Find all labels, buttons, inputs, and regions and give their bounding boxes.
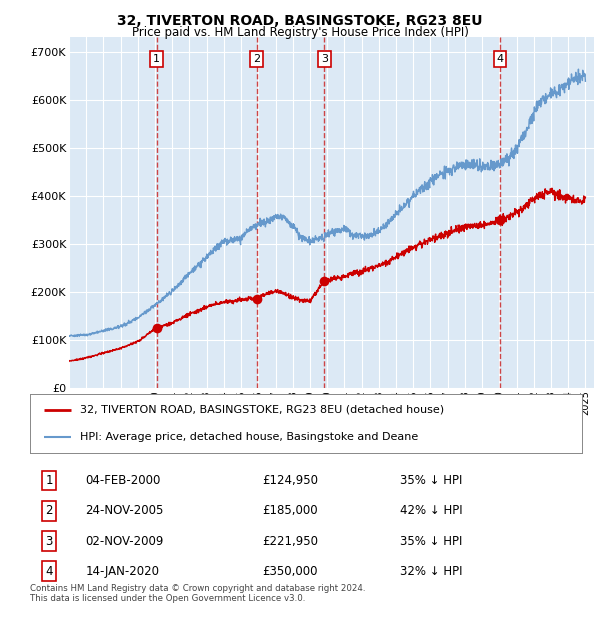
- Text: 14-JAN-2020: 14-JAN-2020: [85, 565, 159, 578]
- Text: 2: 2: [253, 54, 260, 64]
- Text: HPI: Average price, detached house, Basingstoke and Deane: HPI: Average price, detached house, Basi…: [80, 432, 418, 441]
- Text: Contains HM Land Registry data © Crown copyright and database right 2024.
This d: Contains HM Land Registry data © Crown c…: [30, 584, 365, 603]
- Text: 32, TIVERTON ROAD, BASINGSTOKE, RG23 8EU (detached house): 32, TIVERTON ROAD, BASINGSTOKE, RG23 8EU…: [80, 405, 444, 415]
- Text: £124,950: £124,950: [262, 474, 318, 487]
- Text: £350,000: £350,000: [262, 565, 317, 578]
- Text: 04-FEB-2000: 04-FEB-2000: [85, 474, 161, 487]
- Text: 2: 2: [46, 504, 53, 517]
- Text: 4: 4: [46, 565, 53, 578]
- Text: 3: 3: [321, 54, 328, 64]
- Text: 3: 3: [46, 534, 53, 547]
- Text: 32% ↓ HPI: 32% ↓ HPI: [400, 565, 463, 578]
- Text: Price paid vs. HM Land Registry's House Price Index (HPI): Price paid vs. HM Land Registry's House …: [131, 26, 469, 39]
- Text: £185,000: £185,000: [262, 504, 317, 517]
- Text: 42% ↓ HPI: 42% ↓ HPI: [400, 504, 463, 517]
- Text: 4: 4: [496, 54, 503, 64]
- Text: 1: 1: [153, 54, 160, 64]
- Text: 1: 1: [46, 474, 53, 487]
- Text: 35% ↓ HPI: 35% ↓ HPI: [400, 474, 462, 487]
- Text: 24-NOV-2005: 24-NOV-2005: [85, 504, 164, 517]
- Text: 35% ↓ HPI: 35% ↓ HPI: [400, 534, 462, 547]
- Text: £221,950: £221,950: [262, 534, 318, 547]
- Text: 02-NOV-2009: 02-NOV-2009: [85, 534, 164, 547]
- Text: 32, TIVERTON ROAD, BASINGSTOKE, RG23 8EU: 32, TIVERTON ROAD, BASINGSTOKE, RG23 8EU: [117, 14, 483, 28]
